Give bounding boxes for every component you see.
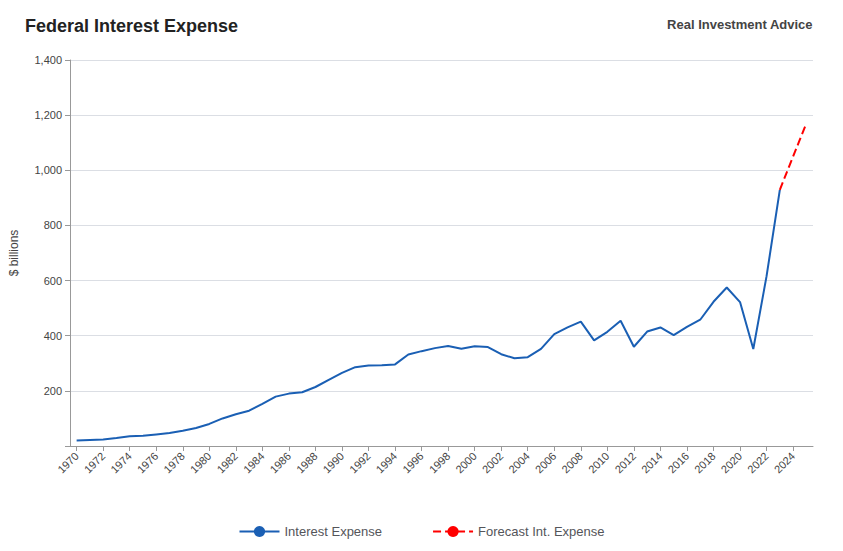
svg-text:1982: 1982 bbox=[214, 450, 240, 476]
svg-text:2008: 2008 bbox=[559, 450, 585, 476]
svg-text:600: 600 bbox=[44, 275, 62, 287]
svg-text:2010: 2010 bbox=[586, 450, 612, 476]
svg-text:1,200: 1,200 bbox=[34, 109, 62, 121]
svg-text:Real Investment Advice: Real Investment Advice bbox=[667, 17, 812, 32]
svg-text:400: 400 bbox=[44, 330, 62, 342]
svg-text:2024: 2024 bbox=[772, 450, 798, 476]
svg-text:1992: 1992 bbox=[347, 450, 373, 476]
svg-text:2006: 2006 bbox=[533, 450, 559, 476]
svg-text:2000: 2000 bbox=[453, 450, 479, 476]
svg-text:1988: 1988 bbox=[294, 450, 320, 476]
svg-text:800: 800 bbox=[44, 219, 62, 231]
svg-text:2002: 2002 bbox=[480, 450, 506, 476]
svg-text:1984: 1984 bbox=[241, 450, 267, 476]
svg-text:2004: 2004 bbox=[506, 450, 532, 476]
svg-text:2016: 2016 bbox=[665, 450, 691, 476]
svg-text:1980: 1980 bbox=[188, 450, 214, 476]
svg-text:1,000: 1,000 bbox=[34, 164, 62, 176]
svg-text:1986: 1986 bbox=[267, 450, 293, 476]
svg-text:Federal Interest Expense: Federal Interest Expense bbox=[25, 16, 238, 36]
svg-text:200: 200 bbox=[44, 385, 62, 397]
svg-text:$ billions: $ billions bbox=[7, 230, 21, 277]
svg-text:1996: 1996 bbox=[400, 450, 426, 476]
svg-text:2018: 2018 bbox=[692, 450, 718, 476]
svg-text:1972: 1972 bbox=[82, 450, 108, 476]
svg-text:2022: 2022 bbox=[745, 450, 771, 476]
svg-text:1,400: 1,400 bbox=[34, 54, 62, 66]
svg-text:Interest Expense: Interest Expense bbox=[284, 524, 382, 539]
svg-text:Forecast Int. Expense: Forecast Int. Expense bbox=[478, 524, 604, 539]
svg-text:1970: 1970 bbox=[55, 450, 81, 476]
svg-text:1998: 1998 bbox=[427, 450, 453, 476]
svg-text:2020: 2020 bbox=[719, 450, 745, 476]
svg-text:1978: 1978 bbox=[161, 450, 187, 476]
svg-text:1974: 1974 bbox=[108, 450, 134, 476]
svg-text:1990: 1990 bbox=[320, 450, 346, 476]
svg-text:1976: 1976 bbox=[135, 450, 161, 476]
svg-text:1994: 1994 bbox=[374, 450, 400, 476]
svg-text:2012: 2012 bbox=[612, 450, 638, 476]
svg-text:2014: 2014 bbox=[639, 450, 665, 476]
